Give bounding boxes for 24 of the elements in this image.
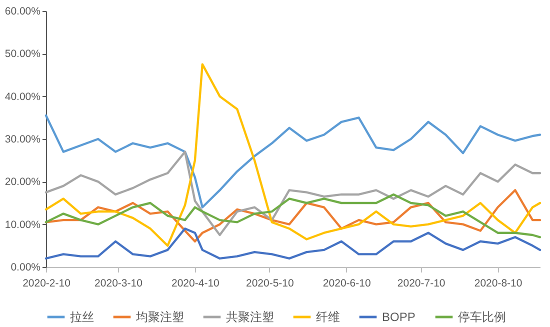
x-tick-label: 2020-2-10 (22, 278, 71, 290)
y-tick-label: 30.00% (4, 134, 40, 146)
y-tick-label: 10.00% (4, 218, 40, 231)
y-tick-label: 50.00% (4, 48, 40, 60)
x-tick-label: 2020-8-10 (474, 278, 522, 290)
legend-label: 停车比例 (458, 310, 506, 324)
legend-label: 拉丝 (70, 310, 94, 324)
y-tick-label: 20.00% (4, 176, 40, 188)
line-series (44, 114, 542, 208)
line-series (44, 228, 542, 260)
line-series (44, 63, 542, 247)
legend-label: 纤维 (316, 310, 340, 324)
x-tick-label: 2020-5-10 (246, 278, 294, 290)
line-series (44, 150, 542, 236)
y-tick-label: 60.00% (4, 6, 40, 18)
legend-label: 共聚注塑 (226, 310, 274, 324)
legend-label: BOPP (382, 310, 416, 324)
legend-label: 均聚注塑 (135, 310, 184, 324)
y-tick-label: 40.00% (4, 90, 40, 103)
y-tick-label: 0.00% (10, 262, 40, 274)
x-tick-label: 2020-4-10 (172, 278, 220, 290)
x-tick-label: 2020-6-10 (322, 278, 371, 290)
x-tick-label: 2020-3-10 (94, 278, 143, 290)
x-tick-label: 2020-7-10 (397, 278, 446, 290)
